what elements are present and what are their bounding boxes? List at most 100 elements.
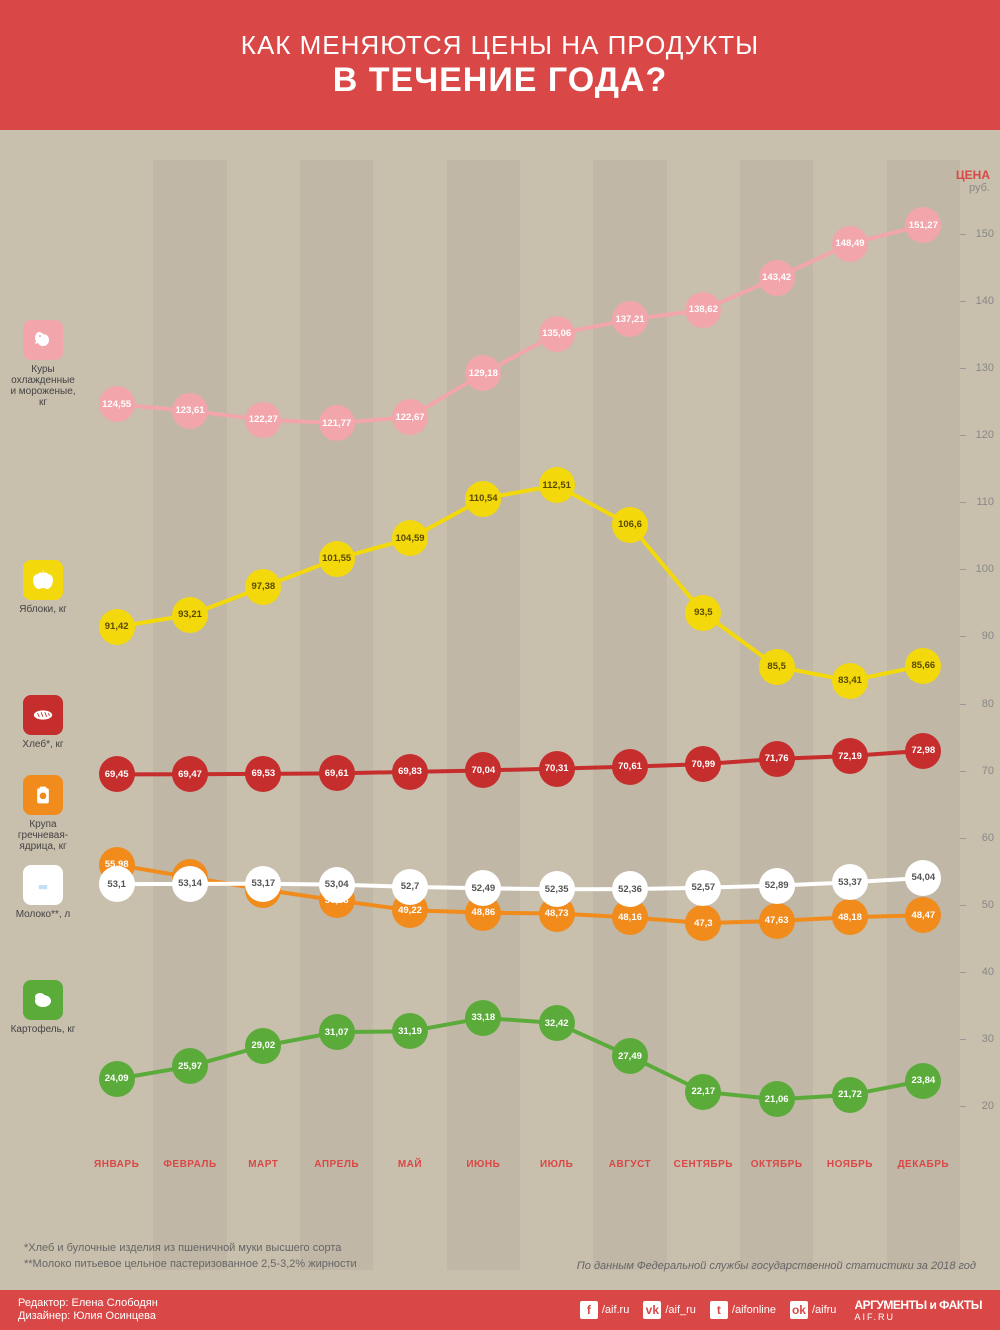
point-apples: 97,38 xyxy=(245,569,281,605)
social-icon: ok xyxy=(790,1301,808,1319)
plot-area: 2030405060708090100110120130140150124,55… xyxy=(80,200,960,1140)
month-label: ИЮНЬ xyxy=(447,1159,520,1170)
yaxis-sublabel: руб. xyxy=(956,182,990,194)
ytick-mark xyxy=(960,569,966,570)
month-label: СЕНТЯБРЬ xyxy=(667,1159,740,1170)
point-potato: 24,09 xyxy=(99,1061,135,1097)
point-potato: 31,19 xyxy=(392,1013,428,1049)
point-buckwheat: 48,47 xyxy=(905,897,941,933)
point-chicken: 148,49 xyxy=(832,226,868,262)
point-apples: 112,51 xyxy=(539,467,575,503)
brand-logo: АРГУМЕНТЫ и ФАКТЫ AIF.RU xyxy=(854,1298,982,1322)
product-apples: Яблоки, кг xyxy=(8,560,78,615)
point-bread: 71,76 xyxy=(759,741,795,777)
point-apples: 91,42 xyxy=(99,609,135,645)
month-label: АПРЕЛЬ xyxy=(300,1159,373,1170)
month-label: ЯНВАРЬ xyxy=(80,1159,153,1170)
point-potato: 32,42 xyxy=(539,1005,575,1041)
social-link[interactable]: f/aif.ru xyxy=(580,1301,630,1319)
point-milk: 52,7 xyxy=(392,869,428,905)
point-apples: 106,6 xyxy=(612,507,648,543)
point-milk: 53,1 xyxy=(99,866,135,902)
chart-area: ЦЕНА руб. Куры охлажденные и мороженые, … xyxy=(0,160,1000,1270)
product-bread: Хлеб*, кг xyxy=(8,695,78,750)
point-chicken: 123,61 xyxy=(172,393,208,429)
month-label: НОЯБРЬ xyxy=(813,1159,886,1170)
point-potato: 22,17 xyxy=(685,1074,721,1110)
point-bread: 69,61 xyxy=(319,755,355,791)
ytick-label: 70 xyxy=(982,765,994,777)
social-icon: t xyxy=(710,1301,728,1319)
ytick-mark xyxy=(960,905,966,906)
ytick-label: 40 xyxy=(982,966,994,978)
point-potato: 27,49 xyxy=(612,1038,648,1074)
yaxis-label-text: ЦЕНА xyxy=(956,168,990,182)
footer: Редактор: Елена Слободян Дизайнер: Юлия … xyxy=(0,1290,1000,1330)
ytick-mark xyxy=(960,301,966,302)
ytick-mark xyxy=(960,1106,966,1107)
point-apples: 83,41 xyxy=(832,663,868,699)
ytick-mark xyxy=(960,368,966,369)
point-milk: 53,17 xyxy=(245,866,281,902)
point-milk: 52,49 xyxy=(465,870,501,906)
page: КАК МЕНЯЮТСЯ ЦЕНЫ НА ПРОДУКТЫ В ТЕЧЕНИЕ … xyxy=(0,0,1000,1330)
credits: Редактор: Елена Слободян Дизайнер: Юлия … xyxy=(18,1297,158,1323)
point-chicken: 143,42 xyxy=(759,260,795,296)
footnote-2: **Молоко питьевое цельное пастеризованно… xyxy=(24,1257,357,1272)
header: КАК МЕНЯЮТСЯ ЦЕНЫ НА ПРОДУКТЫ В ТЕЧЕНИЕ … xyxy=(0,0,1000,130)
point-chicken: 121,77 xyxy=(319,405,355,441)
ytick-mark xyxy=(960,771,966,772)
point-potato: 25,97 xyxy=(172,1048,208,1084)
point-apples: 85,66 xyxy=(905,648,941,684)
social-link[interactable]: ok/aifru xyxy=(790,1301,836,1319)
product-legend: Куры охлажденные и мороженые, кг Яблоки, … xyxy=(8,160,78,1270)
social-handle: /aif.ru xyxy=(602,1304,630,1316)
point-chicken: 122,67 xyxy=(392,399,428,435)
point-potato: 31,07 xyxy=(319,1014,355,1050)
month-label: ДЕКАБРЬ xyxy=(887,1159,960,1170)
point-bread: 70,04 xyxy=(465,752,501,788)
point-potato: 21,72 xyxy=(832,1077,868,1113)
product-buckwheat: Крупа гречневая-ядрица, кг xyxy=(8,775,78,852)
point-chicken: 151,27 xyxy=(905,207,941,243)
product-label: Яблоки, кг xyxy=(8,604,78,615)
ytick-mark xyxy=(960,234,966,235)
ytick-mark xyxy=(960,636,966,637)
bread-icon xyxy=(23,695,63,735)
point-potato: 29,02 xyxy=(245,1028,281,1064)
header-line2: В ТЕЧЕНИЕ ГОДА? xyxy=(333,61,668,100)
brand-bottom: и ФАКТЫ xyxy=(929,1298,982,1312)
point-milk: 53,14 xyxy=(172,866,208,902)
milk-icon xyxy=(23,865,63,905)
line-chicken xyxy=(117,225,924,423)
point-apples: 85,5 xyxy=(759,649,795,685)
ytick-label: 80 xyxy=(982,698,994,710)
social-link[interactable]: vk/aif_ru xyxy=(643,1301,696,1319)
footnote-1: *Хлеб и булочные изделия из пшеничной му… xyxy=(24,1241,357,1256)
header-scallop xyxy=(0,120,1000,140)
month-label: МАРТ xyxy=(227,1159,300,1170)
ytick-label: 120 xyxy=(976,429,994,441)
social-icon: f xyxy=(580,1301,598,1319)
social-link[interactable]: t/aifonline xyxy=(710,1301,776,1319)
apples-icon xyxy=(23,560,63,600)
product-label: Молоко**, л xyxy=(8,909,78,920)
product-label: Куры охлажденные и мороженые, кг xyxy=(8,364,78,408)
point-apples: 110,54 xyxy=(465,481,501,517)
ytick-label: 30 xyxy=(982,1033,994,1045)
ytick-label: 110 xyxy=(976,496,994,508)
point-bread: 72,98 xyxy=(905,733,941,769)
chicken-icon xyxy=(23,320,63,360)
social-handle: /aifru xyxy=(812,1304,836,1316)
line-bread xyxy=(117,751,924,775)
point-apples: 93,21 xyxy=(172,597,208,633)
header-line1: КАК МЕНЯЮТСЯ ЦЕНЫ НА ПРОДУКТЫ xyxy=(241,30,759,61)
point-bread: 72,19 xyxy=(832,738,868,774)
ytick-label: 100 xyxy=(976,563,994,575)
point-apples: 104,59 xyxy=(392,520,428,556)
editor-name: Елена Слободян xyxy=(71,1297,157,1309)
line-svg xyxy=(80,200,960,1140)
product-label: Крупа гречневая-ядрица, кг xyxy=(8,819,78,852)
point-chicken: 135,06 xyxy=(539,316,575,352)
point-milk: 52,89 xyxy=(759,868,795,904)
